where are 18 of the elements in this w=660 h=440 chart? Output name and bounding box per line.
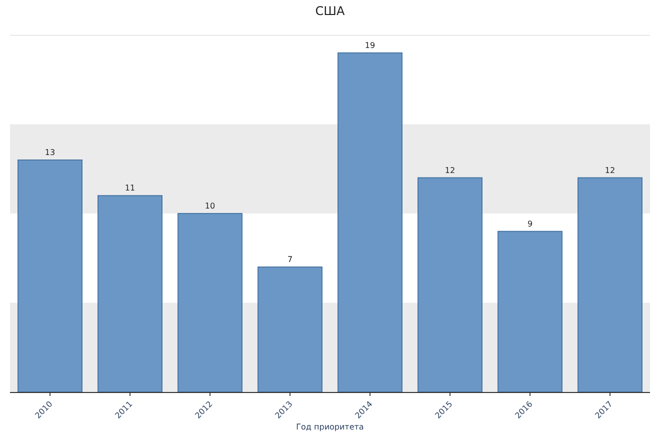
chart-title: США: [315, 4, 346, 18]
data-label: 9: [527, 219, 533, 228]
bar: [578, 177, 642, 392]
bar: [338, 52, 402, 392]
bar: [18, 159, 82, 392]
bar: [178, 213, 242, 392]
data-label: 12: [604, 166, 616, 175]
data-label: 19: [364, 40, 376, 50]
bar: [258, 266, 322, 392]
bar: [418, 177, 482, 392]
data-label: 10: [204, 202, 216, 210]
bar: [98, 195, 162, 392]
data-label: 13: [44, 148, 56, 157]
data-label: 12: [444, 166, 456, 175]
x-axis-title: Год приоритета: [296, 422, 364, 432]
data-label: 7: [287, 255, 293, 264]
data-label: 11: [124, 184, 136, 193]
bar: [498, 230, 562, 392]
